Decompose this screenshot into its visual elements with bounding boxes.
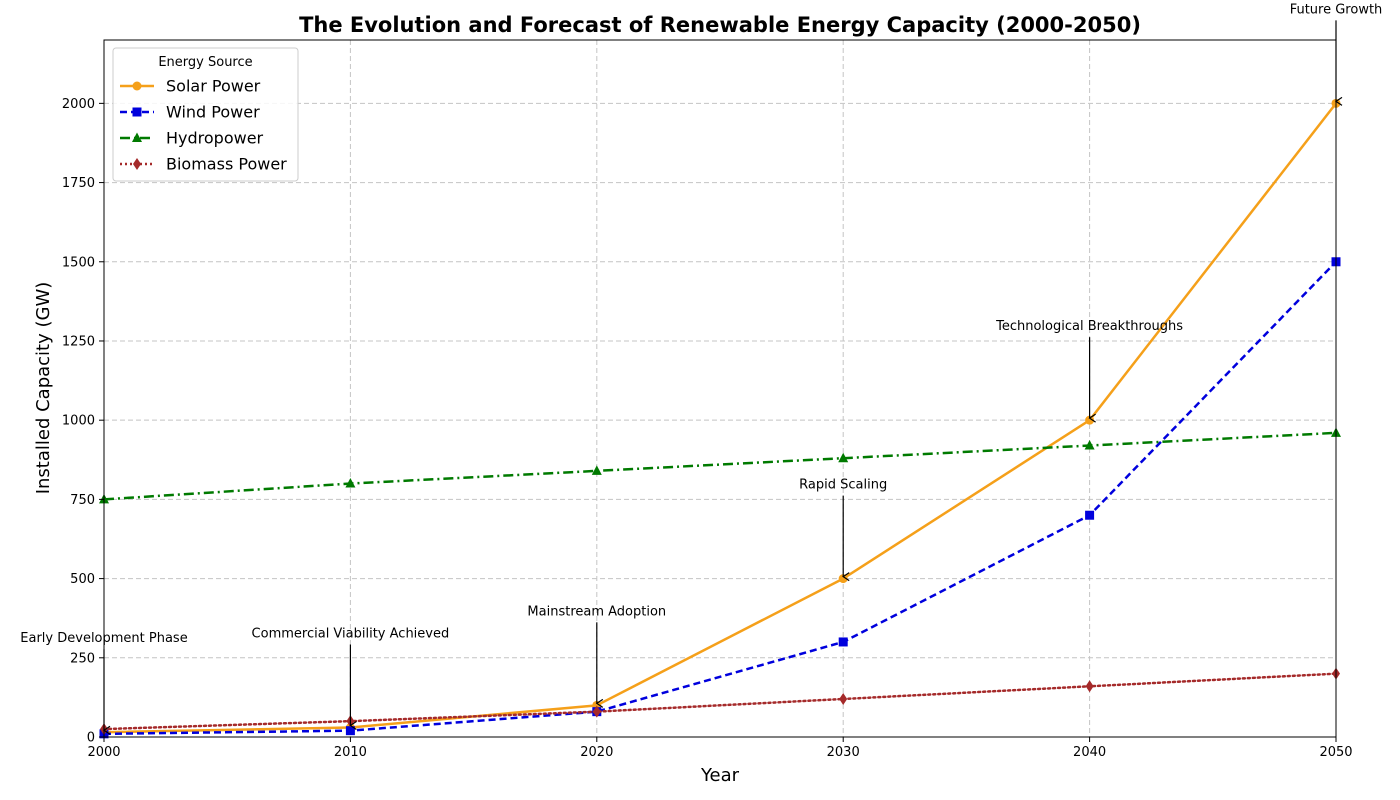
legend-swatch-marker [132,132,142,142]
y-tick-label: 750 [70,493,95,508]
y-tick-label: 0 [87,731,95,746]
legend-label: Wind Power [166,103,260,122]
legend-box [112,47,299,182]
legend: Energy Source Solar Power Wind Power Hydrop… [112,47,299,182]
annotation-text: Rapid Scaling [799,478,887,493]
y-tick-label: 500 [70,572,95,587]
data-point-hydropower [1084,440,1095,450]
legend-item-wind-power: Wind Power [120,103,260,122]
legend-label: Solar Power [166,77,261,96]
data-point-hydropower [345,478,356,488]
x-tick-label: 2050 [1319,745,1352,760]
annotation-commercial-viability-achieved: Commercial Viability Achieved [252,626,450,730]
annotation-text: Mainstream Adoption [527,604,666,619]
legend-item-hydropower: Hydropower [120,129,264,148]
x-tick-label: 2040 [1073,745,1106,760]
series-layer [99,98,1341,739]
y-tick-label: 2000 [62,97,95,112]
axis-ticks: 2000 2010 2020 2030 2040 2050 0 250 500 750 1000 12… [62,97,1353,760]
series-line-solar-power [103,102,1337,734]
data-point-wind-power [1085,510,1095,520]
annotation-mainstream-adoption: Mainstream Adoption [527,604,666,708]
series-hydropower [99,427,1341,504]
y-tick-label: 1000 [62,414,95,429]
x-tick-label: 2000 [87,745,120,760]
y-axis-label: Installed Capacity (GW) [33,282,54,495]
x-axis-label: Year [700,765,740,786]
data-point-hydropower [591,465,602,475]
plot-frame [103,39,1337,738]
legend-swatch-marker [132,107,142,117]
legend-label: Hydropower [166,129,264,148]
y-tick-label: 1750 [62,176,95,191]
annotation-technological-breakthroughs: Technological Breakthroughs [995,319,1183,423]
y-tick-label: 1500 [62,255,95,270]
x-tick-label: 2020 [580,745,613,760]
data-point-wind-power [345,726,355,736]
y-tick-label: 1250 [62,334,95,349]
series-line-wind-power [103,260,1337,736]
legend-item-solar-power: Solar Power [120,77,261,96]
x-tick-label: 2030 [827,745,860,760]
x-tick-label: 2010 [334,745,367,760]
series-line-biomass-power [102,672,1338,731]
data-point-biomass-power [1085,680,1094,693]
chart-title: The Evolution and Forecast of Renewable … [299,13,1141,37]
data-point-hydropower [838,452,849,463]
legend-label: Biomass Power [166,155,287,174]
annotation-text: Technological Breakthroughs [995,319,1183,334]
legend-swatch-marker [132,81,142,91]
data-point-biomass-power [592,705,601,718]
legend-swatch-marker [133,158,141,170]
annotation-rapid-scaling: Rapid Scaling [799,478,887,582]
data-point-biomass-power [839,692,848,705]
annotation-text: Commercial Viability Achieved [252,626,450,641]
series-line-hydropower [103,431,1337,501]
y-tick-label: 250 [70,651,95,666]
legend-item-biomass-power: Biomass Power [120,155,287,174]
annotation-text: Future Growth [1290,2,1383,17]
legend-title: Energy Source [158,55,252,70]
data-point-wind-power [838,637,848,647]
